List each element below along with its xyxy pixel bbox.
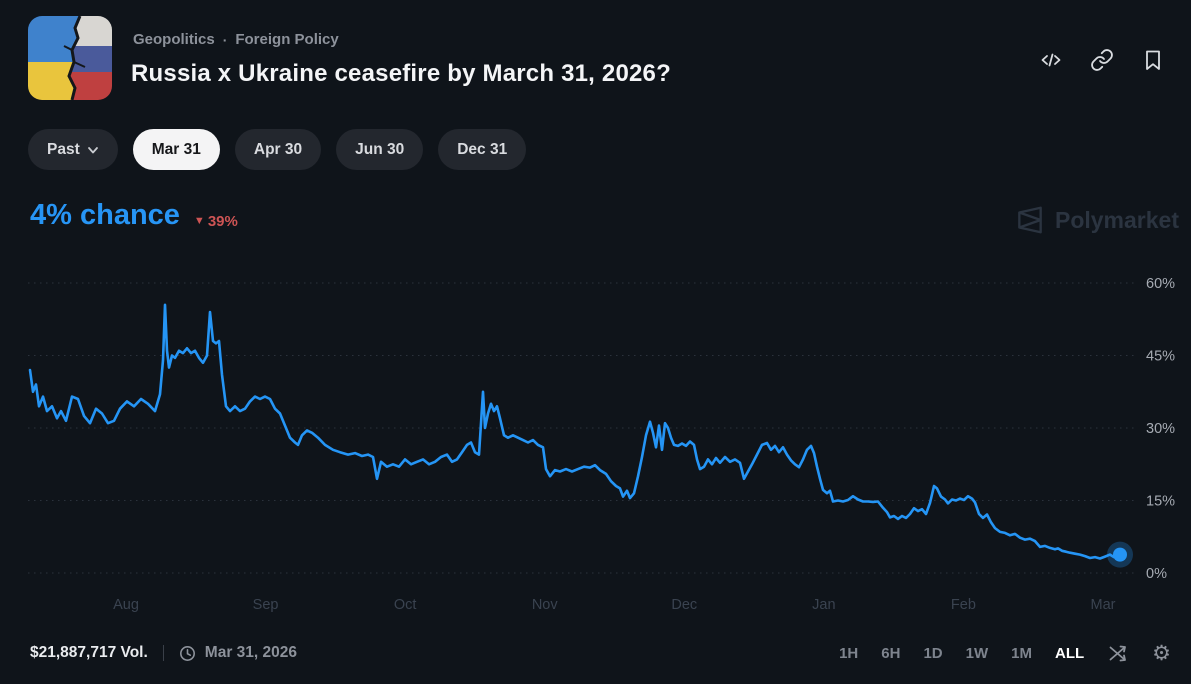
x-tick-label: Sep — [253, 597, 279, 613]
x-tick-label: Jan — [812, 597, 835, 613]
chevron-down-icon — [87, 146, 98, 153]
x-tick-label: Mar — [1091, 597, 1116, 613]
embed-code-icon[interactable] — [1039, 48, 1063, 72]
market-image — [28, 16, 112, 100]
expand-chart-icon[interactable] — [1107, 642, 1129, 664]
resolution-date: Mar 31, 2026 — [179, 644, 297, 662]
watermark-label: Polymarket — [1054, 206, 1179, 233]
breadcrumb-subcategory[interactable]: Foreign Policy — [235, 31, 339, 48]
footer-meta: $21,887,717 Vol. Mar 31, 2026 — [30, 644, 297, 662]
timeframe-1d[interactable]: 1D — [923, 644, 943, 662]
footer-divider — [162, 645, 164, 661]
delta-down-icon: ▼ — [193, 215, 205, 227]
timeframe-1w[interactable]: 1W — [965, 644, 989, 662]
x-tick-label: Aug — [113, 597, 139, 613]
price-line-series — [28, 303, 1122, 560]
tab-jun-30[interactable]: Jun 30 — [336, 129, 424, 170]
price-delta: ▼ 39% — [194, 213, 238, 230]
polymarket-logo-icon — [1018, 206, 1042, 234]
x-tick-label: Oct — [394, 597, 417, 613]
chart-gridlines — [28, 282, 1137, 574]
y-axis-labels: 0% 15% 30% 45% 60% — [1146, 276, 1175, 582]
past-dropdown-label: Past — [47, 140, 80, 158]
clock-icon — [179, 645, 195, 661]
last-point-dot — [1113, 547, 1127, 562]
y-tick-label: 60% — [1146, 276, 1175, 292]
settings-gear-icon[interactable]: ⚙ — [1152, 641, 1171, 665]
header-actions — [1039, 48, 1165, 72]
timeframe-6h[interactable]: 6H — [881, 644, 901, 662]
polymarket-watermark: Polymarket — [1014, 204, 1179, 236]
tab-dec-31[interactable]: Dec 31 — [438, 129, 527, 170]
price-chart[interactable]: 0% 15% 30% 45% 60% Aug Sep Oct Nov Dec Jan Feb Mar — [0, 265, 1191, 625]
y-tick-label: 30% — [1146, 421, 1175, 437]
timeframe-all[interactable]: ALL — [1055, 644, 1085, 662]
delta-value: 39% — [207, 213, 238, 230]
y-tick-label: 45% — [1146, 349, 1175, 365]
past-dropdown[interactable]: Past — [28, 129, 118, 170]
breadcrumb: Geopolitics · Foreign Policy — [133, 31, 339, 48]
breadcrumb-category[interactable]: Geopolitics — [133, 31, 215, 48]
tab-mar-31[interactable]: Mar 31 — [132, 129, 220, 170]
y-tick-label: 15% — [1146, 494, 1175, 510]
y-tick-label: 0% — [1146, 566, 1167, 582]
page-title: Russia x Ukraine ceasefire by March 31, … — [131, 60, 671, 87]
tab-apr-30[interactable]: Apr 30 — [234, 129, 322, 170]
x-tick-label: Dec — [671, 597, 697, 613]
bookmark-icon[interactable] — [1141, 48, 1165, 72]
x-tick-label: Feb — [951, 597, 976, 613]
timeframe-1m[interactable]: 1M — [1011, 644, 1032, 662]
ukraine-russia-flags-icon — [28, 16, 112, 100]
volume-label: $21,887,717 Vol. — [30, 644, 148, 661]
chance-value: 4% chance — [30, 199, 180, 231]
price-summary: 4% chance ▼ 39% — [30, 199, 238, 232]
outcome-tabs: Past Mar 31 Apr 30 Jun 30 Dec 31 — [28, 129, 527, 170]
resolution-date-label: Mar 31, 2026 — [204, 644, 297, 661]
link-icon[interactable] — [1090, 48, 1114, 72]
x-tick-label: Nov — [532, 597, 559, 613]
chart-footer: $21,887,717 Vol. Mar 31, 2026 1H 6H 1D 1… — [30, 635, 1171, 671]
breadcrumb-separator: · — [222, 31, 228, 48]
x-axis-labels: Aug Sep Oct Nov Dec Jan Feb Mar — [113, 597, 1116, 613]
timeframe-selector: 1H 6H 1D 1W 1M ALL ⚙ — [839, 642, 1171, 664]
timeframe-1h[interactable]: 1H — [839, 644, 859, 662]
